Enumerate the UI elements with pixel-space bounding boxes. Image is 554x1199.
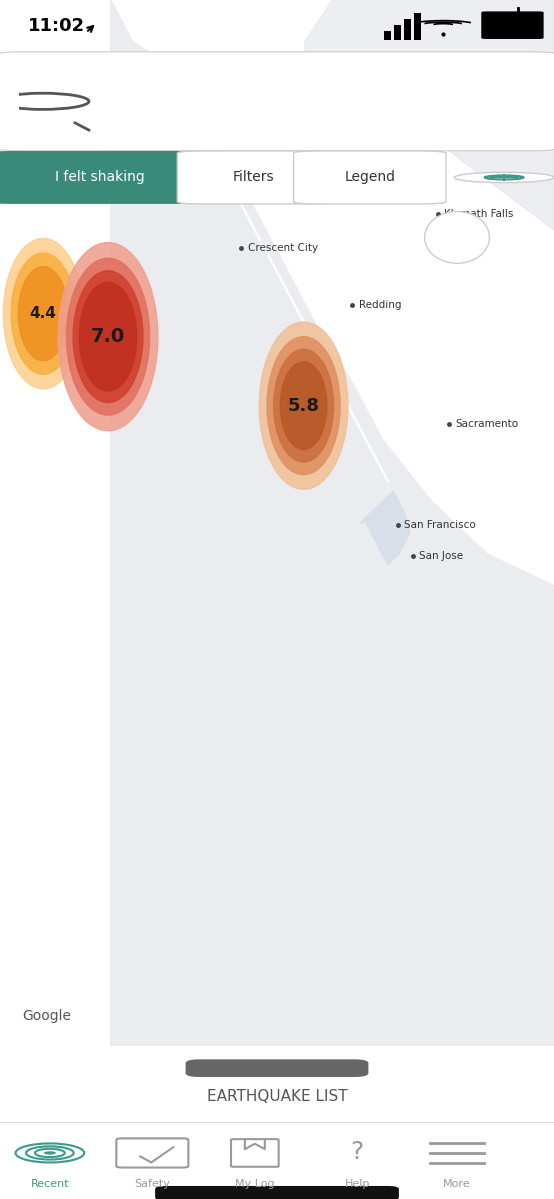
Text: More: More [443, 1179, 471, 1188]
Circle shape [11, 253, 75, 374]
Text: 7.0: 7.0 [91, 327, 125, 347]
Text: Google: Google [22, 1008, 71, 1023]
Circle shape [454, 173, 554, 182]
FancyBboxPatch shape [482, 12, 543, 38]
Text: Sacramento: Sacramento [455, 420, 519, 429]
Text: Crescent City: Crescent City [248, 242, 318, 253]
Text: 11:02: 11:02 [28, 17, 85, 35]
Text: San Jose: San Jose [419, 552, 464, 561]
Circle shape [280, 362, 327, 450]
FancyBboxPatch shape [294, 151, 446, 204]
Circle shape [44, 1151, 56, 1155]
Text: Corvallis: Corvallis [320, 61, 365, 71]
Text: Medford: Medford [336, 194, 379, 204]
Text: 5.8: 5.8 [288, 397, 320, 415]
Circle shape [425, 211, 490, 264]
Bar [394, 25, 401, 41]
Polygon shape [305, 0, 554, 230]
Circle shape [259, 323, 348, 489]
Bar [414, 13, 421, 41]
Text: My Log: My Log [235, 1179, 275, 1188]
Text: Klamath Falls: Klamath Falls [444, 210, 514, 219]
Circle shape [79, 282, 137, 391]
Text: Recent: Recent [30, 1179, 69, 1188]
FancyBboxPatch shape [155, 1186, 399, 1199]
Circle shape [3, 239, 83, 388]
Text: 4.4: 4.4 [30, 306, 57, 321]
Text: Grants Pass: Grants Pass [231, 183, 293, 193]
Circle shape [274, 349, 334, 462]
Circle shape [66, 258, 150, 415]
Text: EARTHQUAKE LIST: EARTHQUAKE LIST [207, 1089, 347, 1103]
Polygon shape [111, 0, 554, 1046]
Circle shape [73, 271, 143, 403]
Circle shape [58, 242, 158, 430]
Text: San Francisco: San Francisco [404, 520, 476, 530]
Circle shape [18, 266, 68, 361]
Text: Legend: Legend [345, 170, 396, 185]
Text: Redding: Redding [359, 300, 402, 311]
Text: I felt shaking: I felt shaking [55, 170, 145, 185]
Circle shape [267, 337, 340, 475]
FancyBboxPatch shape [177, 151, 330, 204]
Text: Safety: Safety [135, 1179, 170, 1188]
Text: Newport: Newport [170, 64, 214, 73]
Text: Filters: Filters [233, 170, 275, 185]
Bar [384, 31, 391, 41]
Text: ?: ? [351, 1140, 364, 1164]
Bar [404, 19, 411, 41]
FancyBboxPatch shape [0, 52, 554, 151]
FancyBboxPatch shape [186, 1060, 368, 1077]
Text: Help: Help [345, 1179, 370, 1188]
Polygon shape [360, 492, 410, 565]
FancyBboxPatch shape [0, 151, 211, 204]
